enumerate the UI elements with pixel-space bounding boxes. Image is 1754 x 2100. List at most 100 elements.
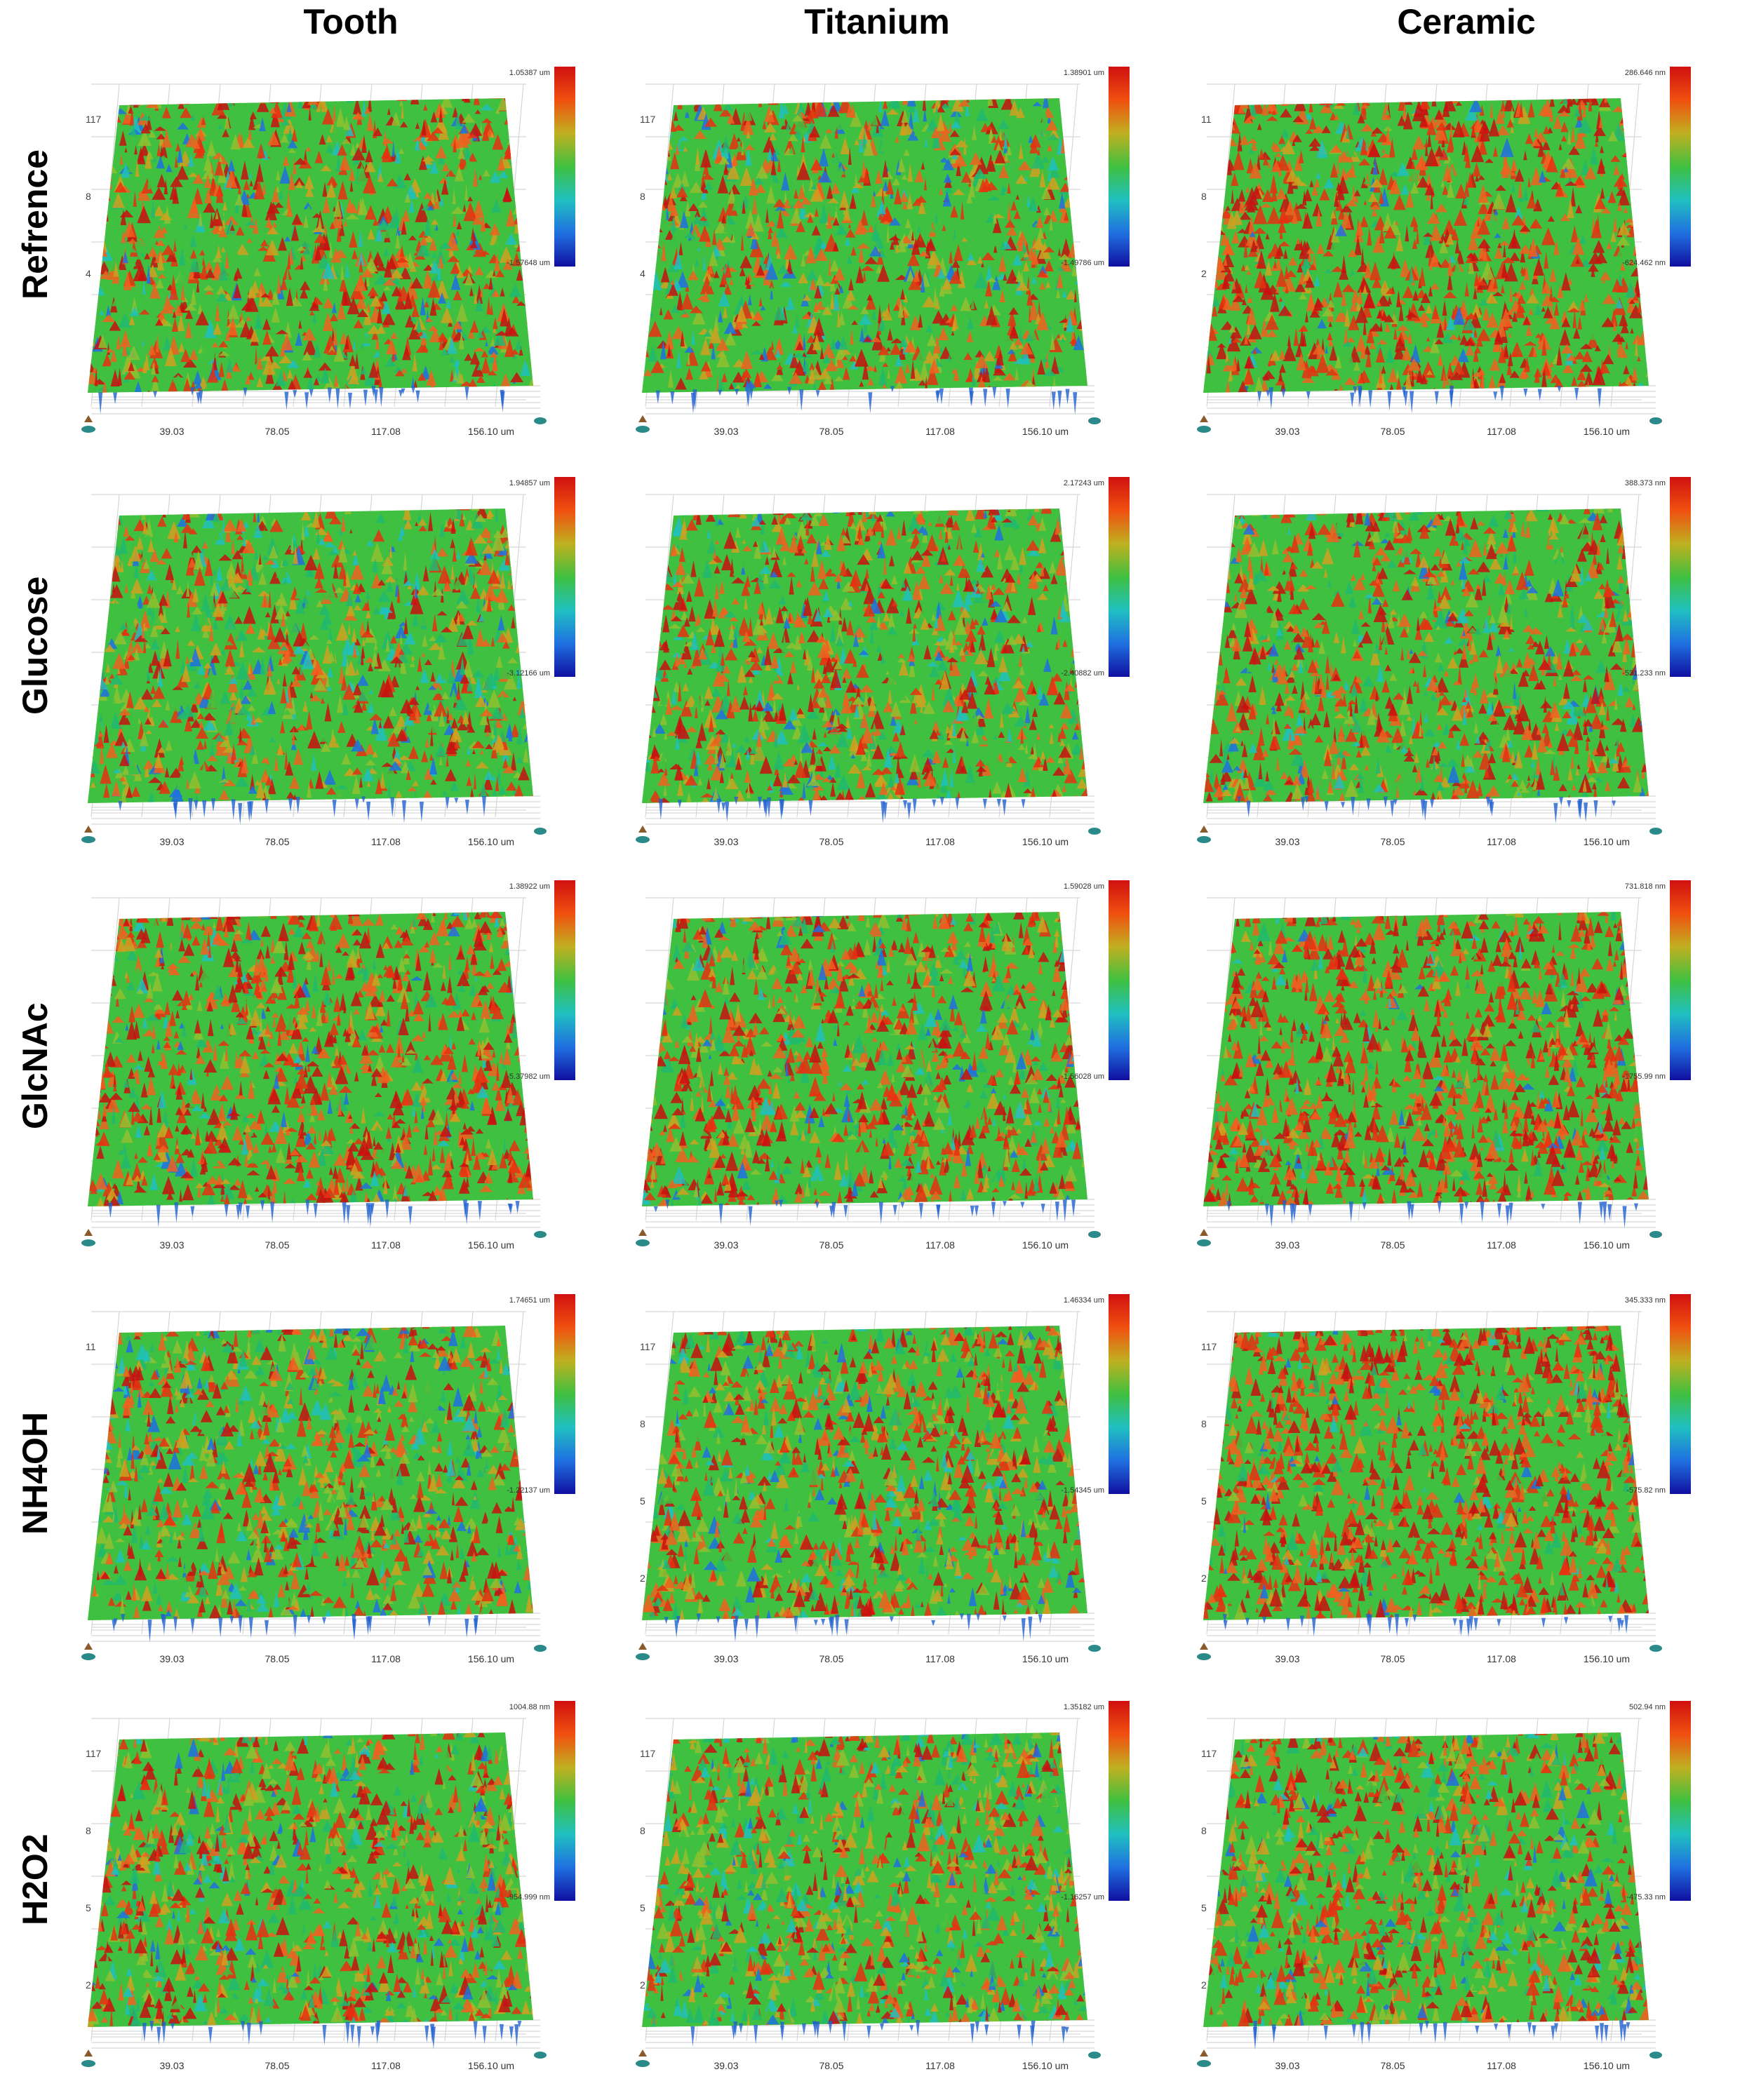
colorbar-max-label: 1004.88 nm <box>509 1703 550 1711</box>
y-axis-label: 8 <box>1201 1825 1207 1836</box>
surface-plot: 39.03 78.05 117.08 156.10 um 1.94857 um -3.12… <box>81 477 575 847</box>
row-title-nh4oh: NH4OH <box>14 1333 56 1613</box>
surface-panel-glcnac-ceramic: 39.03 78.05 117.08 156.10 um 731.818 nm -1755… <box>1193 870 1726 1263</box>
height-surface <box>1203 98 1649 393</box>
colorbar-min-label: -575.82 nm <box>1626 1486 1666 1495</box>
x-tick-label: 78.05 <box>265 1653 289 1664</box>
x-tick-label: 78.05 <box>265 2060 289 2071</box>
colorbar-min-label: -954.999 nm <box>507 1893 550 1902</box>
height-surface <box>642 1732 1087 2027</box>
color-scale-bar <box>1109 477 1130 677</box>
x-tick-label: 78.05 <box>265 426 289 437</box>
y-axis-label: 8 <box>640 1825 645 1836</box>
row-title-h2o2: H2O2 <box>14 1739 56 2020</box>
y-axis-label: 8 <box>1201 191 1207 202</box>
surface-plot: 11 39.03 78.05 117.08 156.10 um 1.74651 um -1.… <box>81 1294 575 1664</box>
x-tick-label: 39.03 <box>1275 2060 1299 2071</box>
x-tick-label: 117.08 <box>371 836 401 847</box>
x-tick-label: 39.03 <box>714 836 738 847</box>
y-axis-label: 2 <box>1201 1979 1207 1991</box>
colorbar-max-label: 1.59028 um <box>1064 882 1104 891</box>
x-tick-label: 78.05 <box>1380 2060 1405 2071</box>
x-tick-label: 39.03 <box>1275 1239 1299 1251</box>
y-axis-label: 11 <box>86 1341 96 1352</box>
color-scale-bar <box>1109 67 1130 267</box>
axis-orientation-icon <box>636 1643 1101 1660</box>
colorbar-max-label: 286.646 nm <box>1625 69 1666 77</box>
x-tick-label: 156.10 um <box>1584 1653 1630 1664</box>
x-tick-label: 156.10 um <box>1584 426 1630 437</box>
colorbar-max-label: 1.46334 um <box>1064 1296 1104 1305</box>
color-scale-bar <box>1670 880 1691 1080</box>
x-tick-label: 78.05 <box>1380 426 1405 437</box>
column-title-tooth: Tooth <box>210 1 491 42</box>
x-tick-label: 78.05 <box>265 1239 289 1251</box>
x-tick-label: 117.08 <box>925 1653 955 1664</box>
x-tick-label: 117.08 <box>1487 1653 1516 1664</box>
surface-plot: 117 8 4 39.03 78.05 117.08 156.10 um 1.05387 um… <box>81 67 575 437</box>
colorbar-max-label: 345.333 nm <box>1625 1296 1666 1305</box>
x-tick-label: 117.08 <box>925 426 955 437</box>
axis-orientation-icon <box>636 2049 1101 2067</box>
x-tick-label: 156.10 um <box>468 426 514 437</box>
surface-panel-glcnac-titanium: 39.03 78.05 117.08 156.10 um 1.59028 um -1.56… <box>631 870 1165 1263</box>
surface-plot: 117 8 4 39.03 78.05 117.08 156.10 um 1.38901 um… <box>636 67 1130 437</box>
colorbar-max-label: 1.38901 um <box>1064 69 1104 77</box>
x-tick-label: 39.03 <box>159 1653 184 1664</box>
y-axis-label: 8 <box>1201 1418 1207 1429</box>
y-axis-label: 8 <box>640 1418 645 1429</box>
surface-panel-h2o2-tooth: 117 8 5 2 39.03 78.05 117.08 156.10 um 1004.88 n… <box>77 1690 610 2083</box>
x-tick-label: 117.08 <box>371 426 401 437</box>
x-tick-label: 156.10 um <box>1022 836 1069 847</box>
x-tick-label: 39.03 <box>159 426 184 437</box>
axis-orientation-icon <box>636 1229 1101 1246</box>
y-axis-label: 2 <box>1201 1573 1207 1584</box>
y-axis-label: 2 <box>86 1979 91 1991</box>
y-axis-label: 117 <box>640 114 656 125</box>
color-scale-bar <box>554 1294 575 1494</box>
height-surface <box>88 912 533 1206</box>
colorbar-min-label: -1.56028 um <box>1061 1072 1104 1081</box>
x-tick-label: 78.05 <box>819 836 843 847</box>
x-tick-label: 117.08 <box>925 2060 955 2071</box>
y-axis-label: 117 <box>640 1341 656 1352</box>
y-axis-label: 5 <box>640 1902 645 1913</box>
surface-plot: 117 8 5 2 39.03 78.05 117.08 156.10 um 1.35182 u… <box>636 1701 1130 2071</box>
colorbar-max-label: 1.74651 um <box>509 1296 550 1305</box>
height-surface <box>88 509 533 803</box>
x-tick-label: 156.10 um <box>1584 836 1630 847</box>
row-title-glcnac: GlcNAc <box>14 926 56 1206</box>
color-scale-bar <box>554 880 575 1080</box>
x-tick-label: 78.05 <box>819 1239 843 1251</box>
x-tick-label: 117.08 <box>1487 426 1516 437</box>
surface-panel-h2o2-titanium: 117 8 5 2 39.03 78.05 117.08 156.10 um 1.35182 u… <box>631 1690 1165 2083</box>
color-scale-bar <box>1670 1701 1691 1901</box>
colorbar-max-label: 1.94857 um <box>509 479 550 487</box>
surface-plot: 117 8 5 2 39.03 78.05 117.08 156.10 um 502.94 nm… <box>1197 1701 1691 2071</box>
x-tick-label: 117.08 <box>371 1239 401 1251</box>
surface-panel-glucose-titanium: 39.03 78.05 117.08 156.10 um 2.17243 um -2.40… <box>631 466 1165 859</box>
x-tick-label: 78.05 <box>819 426 843 437</box>
surface-plot: 39.03 78.05 117.08 156.10 um 731.818 nm -1755… <box>1197 880 1691 1251</box>
y-axis-label: 5 <box>86 1902 91 1913</box>
surface-panel-nh4oh-ceramic: 117 8 5 2 39.03 78.05 117.08 156.10 um 345.333 n… <box>1193 1284 1726 1676</box>
y-axis-label: 117 <box>640 1748 656 1759</box>
height-surface <box>1203 509 1649 803</box>
x-tick-label: 39.03 <box>714 426 738 437</box>
x-tick-label: 117.08 <box>1487 2060 1516 2071</box>
surface-panel-refrence-tooth: 117 8 4 39.03 78.05 117.08 156.10 um 1.05387 um… <box>77 56 610 449</box>
height-surface <box>1203 1326 1649 1620</box>
surface-plot: 39.03 78.05 117.08 156.10 um 388.373 nm -531.… <box>1197 477 1691 847</box>
x-tick-label: 78.05 <box>819 2060 843 2071</box>
x-tick-label: 39.03 <box>1275 426 1299 437</box>
axis-orientation-icon <box>636 415 1101 433</box>
colorbar-min-label: -5.37982 um <box>507 1072 550 1081</box>
colorbar-min-label: -475.33 nm <box>1626 1893 1666 1902</box>
surface-plot: 39.03 78.05 117.08 156.10 um 1.38922 um -5.37… <box>81 880 575 1251</box>
axis-orientation-icon <box>81 1229 547 1246</box>
axis-orientation-icon <box>636 826 1101 843</box>
x-tick-label: 156.10 um <box>468 1239 514 1251</box>
colorbar-max-label: 1.38922 um <box>509 882 550 891</box>
column-title-titanium: Titanium <box>737 1 1017 42</box>
color-scale-bar <box>1670 1294 1691 1494</box>
